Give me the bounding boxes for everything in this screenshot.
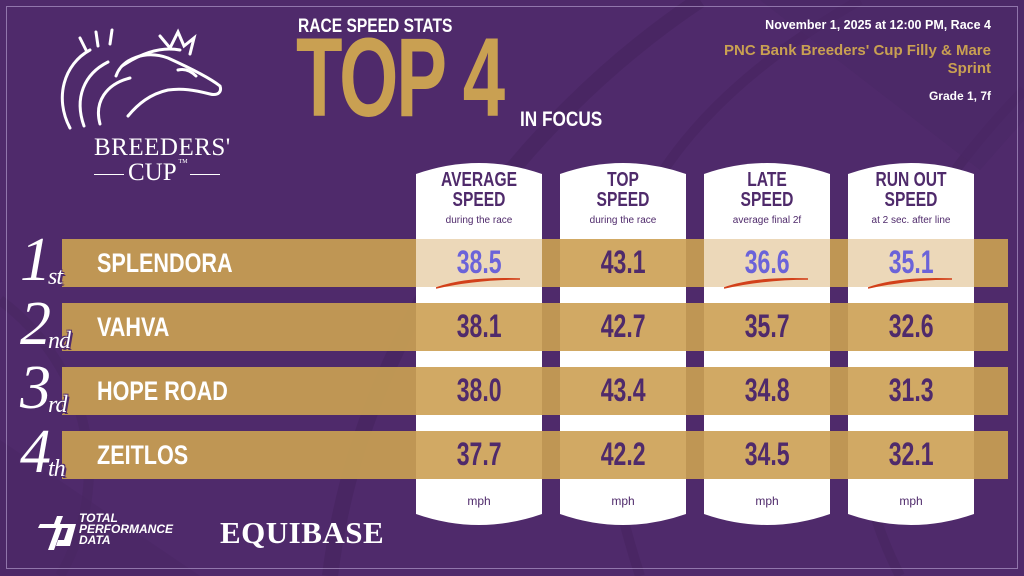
column-unit: mph [611,494,635,508]
column-title-line1: TOP [607,169,639,191]
race-datetime: November 1, 2025 at 12:00 PM, Race 4 [765,18,991,32]
race-info: November 1, 2025 at 12:00 PM, Race 4 PNC… [691,18,991,103]
logo-wordmark-line2: CUP TM [128,159,188,186]
column-title-line2: SPEED [596,189,650,211]
equibase-logo: EQUIBASE [220,515,385,550]
horse-name: HOPE ROAD [97,376,228,406]
table-row: 1st SPLENDORA 38.5 43.1 36.6 35.1 [20,229,1008,291]
horse-name: SPLENDORA [97,248,233,278]
cell-late-speed: 34.8 [704,367,830,415]
highlight-swoosh-icon [724,277,808,289]
column-title-line2: SPEED [740,189,794,211]
table-row: 3rd HOPE ROAD 38.0 43.4 34.8 31.3 [20,357,1008,419]
rank-label: 3rd [20,354,67,422]
column-title-line1: RUN OUT [875,169,947,191]
table-row: 4th ZEITLOS 37.7 42.2 34.5 32.1 [20,421,1008,483]
cell-late-speed: 35.7 [704,303,830,351]
cell-average-speed: 38.5 [416,239,542,289]
horse-name: VAHVA [97,312,170,342]
table-row: 2nd VAHVA 38.1 42.7 35.7 32.6 [20,293,1008,355]
cell-late-speed: 34.5 [704,431,830,479]
breeders-cup-logo: BREEDERS' CUP TM [40,28,231,186]
cell-average-speed: 38.0 [416,367,542,415]
rank-label: 4th [20,418,66,486]
cell-top-speed: 43.1 [560,239,686,287]
rank-label: 1st [20,226,63,294]
cell-run-out-speed: 31.3 [848,367,974,415]
column-subtitle: during the race [589,215,657,226]
column-title-line1: LATE [747,169,787,191]
column-title-line2: SPEED [884,189,938,211]
cell-late-speed: 36.6 [704,239,830,289]
horse-head-icon [60,28,222,130]
race-grade: Grade 1, 7f [928,89,991,103]
highlight-swoosh-icon [868,277,952,289]
horse-name: ZEITLOS [97,440,189,470]
logo-rule-left [94,174,124,175]
cell-top-speed: 42.7 [560,303,686,351]
cell-average-speed: 38.1 [416,303,542,351]
page-title: TOP 4 [296,15,505,140]
header-subtitle: IN FOCUS [520,108,603,131]
column-title-line1: AVERAGE [440,169,517,191]
column-subtitle: average final 2f [732,215,802,226]
tpd-wordmark: TOTAL PERFORMANCE DATA [79,511,174,547]
cell-average-speed: 37.7 [416,431,542,479]
logo-rule-right [190,174,220,175]
tpd-mark-icon [38,516,76,550]
cell-top-speed: 42.2 [560,431,686,479]
cell-top-speed: 43.4 [560,367,686,415]
total-performance-data-logo: TOTAL PERFORMANCE DATA [36,512,173,557]
race-name: PNC Bank Breeders' Cup Filly & Mare Spri… [724,42,991,77]
logo-wordmark-line1: BREEDERS' [94,134,231,161]
cell-run-out-speed: 32.1 [848,431,974,479]
column-unit: mph [755,494,779,508]
cell-run-out-speed: 35.1 [848,239,974,289]
cell-run-out-speed: 32.6 [848,303,974,351]
column-unit: mph [467,494,491,508]
column-subtitle: at 2 sec. after line [871,215,951,226]
column-unit: mph [899,494,923,508]
column-title-line2: SPEED [452,189,506,211]
rank-label: 2nd [20,290,71,358]
highlight-swoosh-icon [436,277,520,289]
column-subtitle: during the race [445,215,513,226]
